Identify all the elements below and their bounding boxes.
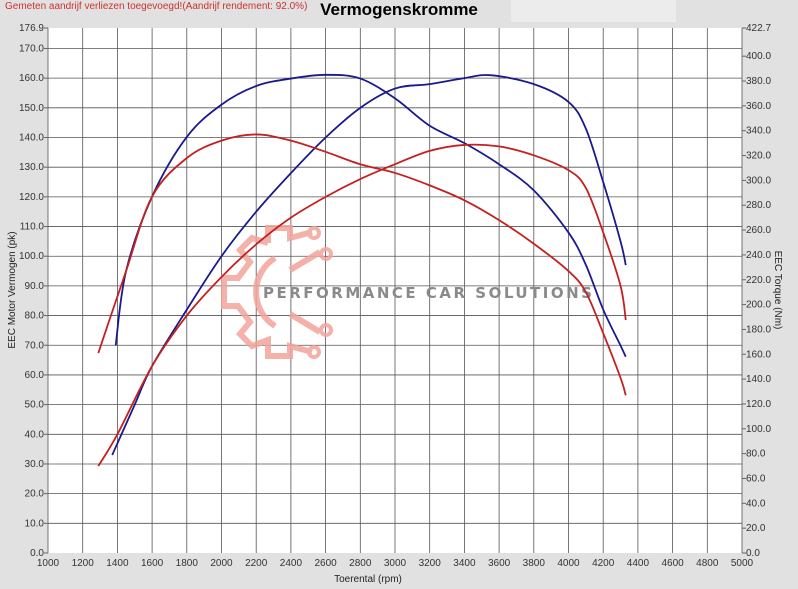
y-tick-label: 0.0: [30, 548, 44, 559]
x-tick-label: 1000: [37, 558, 60, 569]
x-tick-label: 4800: [696, 558, 719, 569]
x-tick-label: 3800: [523, 558, 546, 569]
y2-tick-label: 320.0: [746, 151, 771, 162]
y-tick-label: 140.0: [19, 133, 44, 144]
x-tick-label: 2800: [349, 558, 372, 569]
y-tick-label: 170.0: [19, 43, 44, 54]
drivetrain-loss-note: Gemeten aandrijf verliezen toegevoegd!(A…: [5, 1, 308, 12]
watermark-text: PERFORMANCE CAR SOLUTIONS: [263, 284, 594, 302]
gear-circuit-icon: [221, 225, 322, 359]
y2-tick-label: 40.0: [746, 498, 766, 509]
y-tick-label: 80.0: [25, 311, 45, 322]
watermark-logo: [221, 225, 333, 359]
y-tick-label: 60.0: [25, 370, 45, 381]
chart-title: Vermogenskromme: [320, 0, 478, 19]
y2-tick-label: 0.0: [746, 548, 760, 559]
x-tick-label: 5000: [731, 558, 754, 569]
y2-tick-label: 20.0: [746, 523, 766, 534]
y-tick-label: 30.0: [25, 459, 45, 470]
y2-tick-label: 240.0: [746, 250, 771, 261]
x-tick-label: 4600: [661, 558, 684, 569]
x-tick-label: 1600: [141, 558, 164, 569]
y2-tick-label: 220.0: [746, 275, 771, 286]
y2-tick-label: 400.0: [746, 51, 771, 62]
y-tick-label: 100.0: [19, 251, 44, 262]
y2-tick-label: 160.0: [746, 349, 771, 360]
grid-lines: [47, 28, 743, 553]
y2-tick-label: 100.0: [746, 424, 771, 435]
y2-tick-label: 360.0: [746, 101, 771, 112]
y-tick-label: 50.0: [25, 400, 45, 411]
x-tick-label: 2000: [210, 558, 233, 569]
y-tick-label: 10.0: [25, 518, 45, 529]
series-line-stock-torque: [97, 133, 627, 396]
y2-tick-label: 260.0: [746, 225, 771, 236]
y2-tick-label: 280.0: [746, 200, 771, 211]
y2-tick-label: 140.0: [746, 374, 771, 385]
y2-tick-label: 340.0: [746, 126, 771, 137]
y-tick-label: 20.0: [25, 489, 45, 500]
x-tick-label: 2600: [314, 558, 337, 569]
y2-tick-label: 300.0: [746, 175, 771, 186]
y-tick-label: 40.0: [25, 429, 45, 440]
x-tick-label: 4200: [592, 558, 615, 569]
x-tick-label: 3600: [488, 558, 511, 569]
curves: [97, 73, 627, 467]
x-axis-label: Toerental (rpm): [334, 574, 402, 585]
y2-axis-label: EEC Torque (Nm): [772, 251, 783, 330]
x-tick-label: 2400: [280, 558, 303, 569]
y2-tick-label: 60.0: [746, 473, 766, 484]
x-tick-label: 4000: [557, 558, 580, 569]
x-tick-label: 3200: [419, 558, 442, 569]
series-line-tuned-power: [111, 74, 627, 456]
y2-tick-label: 380.0: [746, 76, 771, 87]
title-background: [511, 0, 676, 22]
x-tick-label: 1800: [176, 558, 199, 569]
y-tick-label: 90.0: [25, 281, 45, 292]
y-tick-label: 70.0: [25, 340, 45, 351]
y2-tick-label: 200.0: [746, 300, 771, 311]
x-tick-label: 1400: [106, 558, 129, 569]
series-line-tuned-torque: [114, 73, 627, 358]
x-tick-label: 4400: [627, 558, 650, 569]
x-tick-label: 3400: [453, 558, 476, 569]
x-tick-label: 1200: [72, 558, 95, 569]
y2-tick-label: 80.0: [746, 449, 766, 460]
y-tick-label: 160.0: [19, 73, 44, 84]
y-tick-label: 150.0: [19, 103, 44, 114]
y-tick-label: 110.0: [20, 222, 45, 233]
y-axis-label: EEC Motor Vermogen (pk): [7, 231, 18, 348]
y2-tick-label: 120.0: [746, 399, 771, 410]
y-tick-label: 176.9: [19, 23, 44, 34]
x-tick-label: 3000: [384, 558, 407, 569]
y2-tick-label: 180.0: [746, 324, 771, 335]
axis-ticks: 1000 1200 1400 1600 1800 2000 2200 2400 2600 2800…: [19, 23, 771, 569]
y-tick-label: 130.0: [19, 162, 44, 173]
series-line-stock-power: [97, 143, 627, 467]
y2-tick-label: 422.7: [746, 23, 771, 34]
y-tick-label: 120.0: [19, 192, 44, 203]
x-tick-label: 2200: [245, 558, 268, 569]
